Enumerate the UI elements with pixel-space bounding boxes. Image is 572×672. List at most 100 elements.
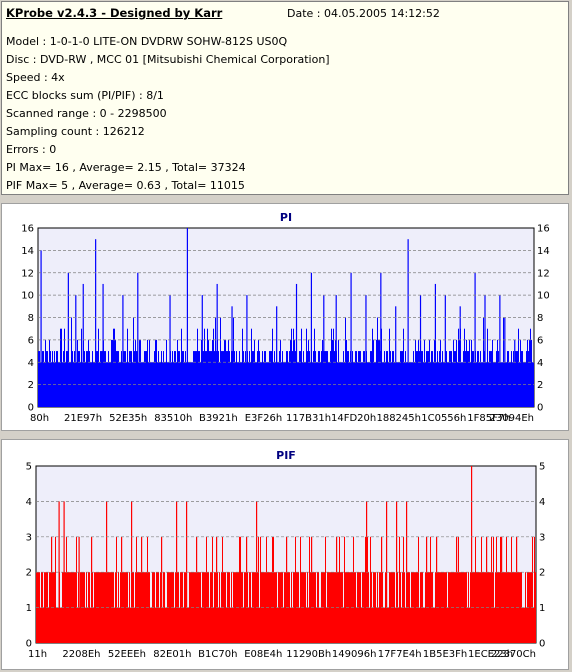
- bar: [195, 351, 196, 407]
- bar: [131, 351, 132, 407]
- bar: [333, 328, 334, 407]
- bar: [440, 572, 441, 643]
- bar: [493, 536, 494, 643]
- bar: [225, 572, 226, 643]
- bar: [204, 572, 205, 643]
- bar: [404, 572, 405, 643]
- bar: [410, 607, 411, 643]
- bar: [264, 351, 265, 407]
- bar: [476, 362, 477, 407]
- bar: [403, 536, 404, 643]
- bar: [312, 362, 313, 407]
- bar: [71, 317, 72, 407]
- bar: [139, 572, 140, 643]
- peak-bar: [419, 295, 422, 407]
- bar: [249, 351, 250, 407]
- peak-bar: [286, 536, 288, 643]
- bar: [449, 351, 450, 407]
- bar: [44, 572, 45, 643]
- bar: [460, 572, 461, 643]
- bar: [402, 351, 403, 407]
- bar: [498, 351, 499, 407]
- peak-bar: [471, 466, 473, 643]
- bar: [485, 572, 486, 643]
- bar: [135, 572, 136, 643]
- bar: [49, 339, 50, 407]
- bar: [465, 351, 466, 407]
- bar: [409, 572, 410, 643]
- bar: [314, 572, 315, 643]
- pi-chart: PI 0 0 2 2 4 4 6 6 8 8 10 10 12 12 14 14 16 16 80h 21E97h 52E…: [21, 211, 550, 424]
- bar: [405, 607, 406, 643]
- x-tick-label: 11290Bh: [286, 649, 331, 660]
- bar: [520, 339, 521, 407]
- peak-bar: [91, 536, 93, 643]
- bar: [187, 607, 188, 643]
- bar: [284, 572, 285, 643]
- bar: [526, 607, 527, 643]
- bar: [330, 351, 331, 407]
- bar: [252, 351, 253, 407]
- bar: [189, 572, 190, 643]
- bar: [56, 607, 57, 643]
- bar: [79, 351, 80, 407]
- bar: [504, 572, 505, 643]
- bar: [532, 536, 533, 643]
- bar: [294, 572, 295, 643]
- bar: [201, 607, 202, 643]
- bar: [224, 339, 225, 407]
- bar: [412, 362, 413, 407]
- y-tick-label: 3: [26, 532, 32, 543]
- bar: [458, 328, 459, 407]
- bar: [265, 572, 266, 643]
- bar: [78, 351, 79, 407]
- peak-bar: [246, 536, 248, 643]
- bar: [70, 572, 71, 643]
- bar: [440, 339, 441, 407]
- bar: [156, 339, 157, 407]
- bar: [341, 362, 342, 407]
- y-tick-label: 5: [26, 462, 32, 473]
- bar: [45, 572, 46, 643]
- bar: [219, 572, 220, 643]
- bar: [113, 328, 114, 407]
- bar: [203, 351, 204, 407]
- bar: [149, 339, 150, 407]
- y-tick-label-right: 14: [537, 246, 550, 257]
- y-tick-label: 2: [26, 568, 32, 579]
- y-tick-label-right: 4: [539, 497, 545, 508]
- pif-stats-line: PIF Max= 5 , Average= 0.63 , Total= 1101…: [6, 179, 245, 192]
- bar: [194, 351, 195, 407]
- peak-bar: [459, 306, 461, 407]
- peak-bar: [121, 536, 123, 643]
- bar: [463, 351, 464, 407]
- bar: [481, 536, 482, 643]
- peak-bar: [514, 339, 516, 407]
- bar: [494, 607, 495, 643]
- bar: [519, 572, 520, 643]
- bar: [454, 351, 455, 407]
- bar: [300, 536, 301, 643]
- bar: [361, 607, 362, 643]
- x-tick-label: 1B5E3Fh: [423, 649, 467, 660]
- bar: [144, 351, 145, 407]
- peak-bar: [137, 272, 139, 407]
- bar: [528, 351, 529, 407]
- bar: [317, 362, 318, 407]
- bar: [453, 339, 454, 407]
- bar: [356, 351, 357, 407]
- bar: [114, 607, 115, 643]
- bar: [120, 572, 121, 643]
- bar: [419, 607, 420, 643]
- disc-line: Disc : DVD-RW , MCC 01 [Mitsubishi Chemi…: [6, 53, 330, 66]
- speed-line: Speed : 4x: [6, 71, 65, 84]
- bar: [418, 339, 419, 407]
- bar: [355, 351, 356, 407]
- bar: [286, 351, 287, 407]
- bar: [414, 572, 415, 643]
- bar: [151, 362, 152, 407]
- bar: [277, 362, 278, 407]
- bar: [146, 351, 147, 407]
- bar: [98, 328, 99, 407]
- bar: [72, 351, 73, 407]
